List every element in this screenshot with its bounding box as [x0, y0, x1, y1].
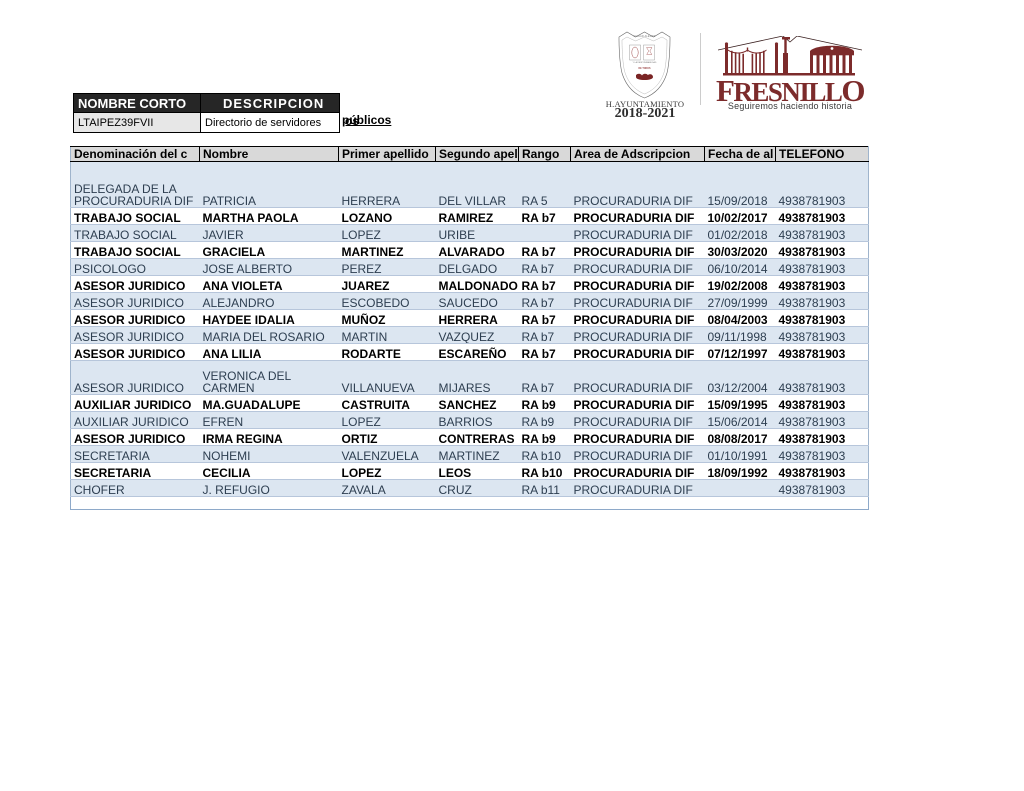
- svg-text:CIUDAD ALEGRE: CIUDAD ALEGRE: [634, 35, 656, 38]
- svg-text:Y LA RESPONSABILIDAD: Y LA RESPONSABILIDAD: [633, 61, 657, 64]
- svg-text:DE TODOS: DE TODOS: [639, 68, 651, 70]
